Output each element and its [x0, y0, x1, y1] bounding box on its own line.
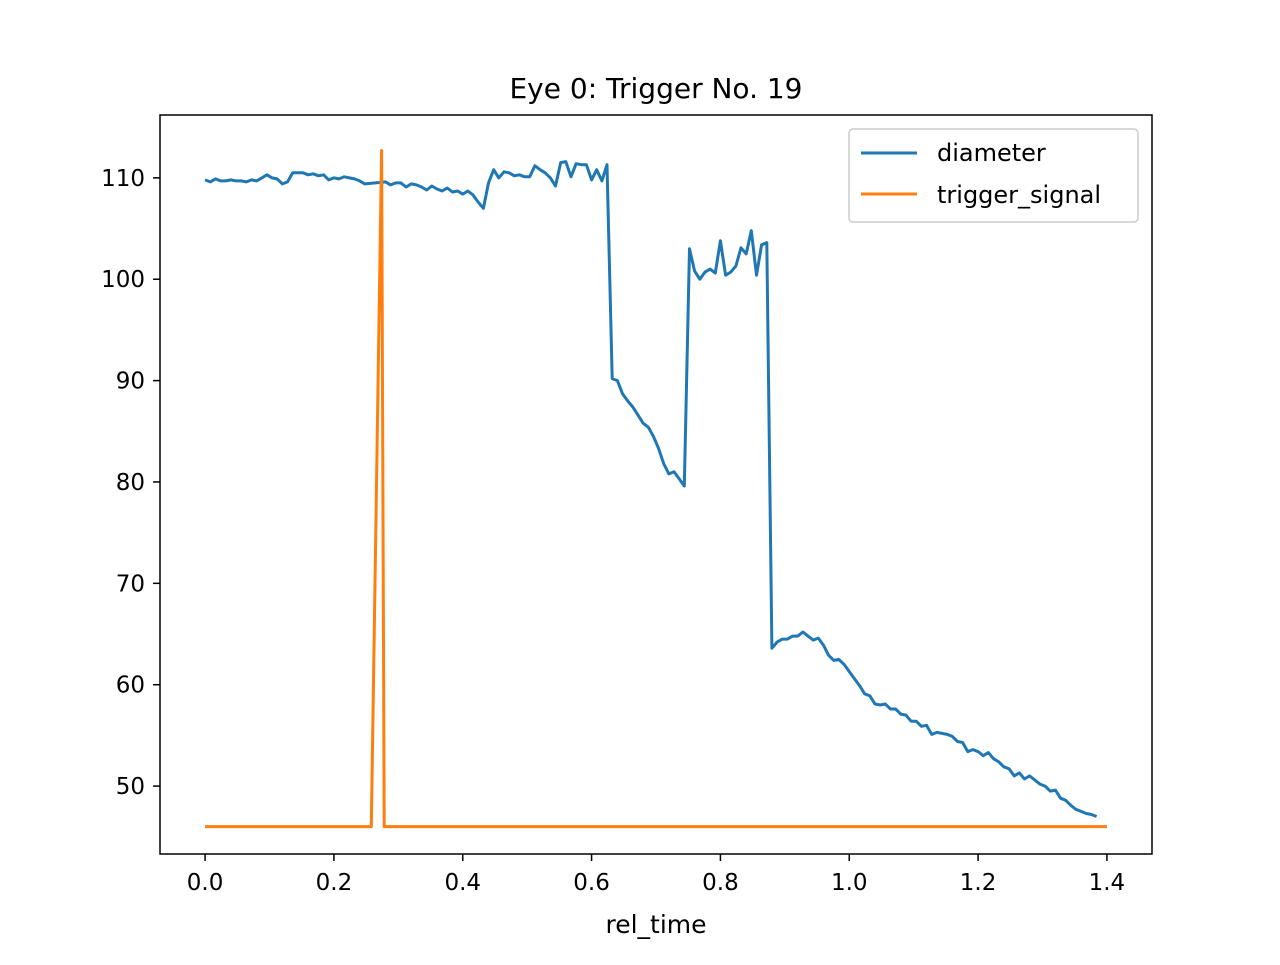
y-axis: 50 60 70 80 90 100 110 — [101, 166, 160, 800]
legend-box — [848, 128, 1139, 223]
x-tick-label: 0.8 — [702, 870, 739, 896]
legend-label-diameter: diameter — [937, 139, 1046, 167]
chart-title: Eye 0: Trigger No. 19 — [509, 72, 802, 105]
y-tick-label: 100 — [101, 267, 145, 293]
series-line-diameter — [204, 160, 1098, 818]
x-axis-label: rel_time — [605, 910, 706, 939]
y-tick-label: 50 — [116, 774, 145, 800]
y-tick-label: 80 — [116, 470, 145, 496]
y-tick-label: 90 — [116, 369, 145, 395]
legend-label-trigger-signal: trigger_signal — [937, 181, 1101, 209]
series-line-trigger-signal — [205, 149, 1107, 829]
y-tick-label: 60 — [116, 673, 145, 699]
x-tick-label: 0.2 — [316, 870, 353, 896]
y-tick-label: 110 — [101, 166, 145, 192]
x-tick-label: 1.0 — [831, 870, 868, 896]
y-tick-label: 70 — [116, 571, 145, 597]
x-tick-label: 0.6 — [573, 870, 610, 896]
plot-frame — [159, 114, 1153, 855]
x-axis: 0.0 0.2 0.4 0.6 0.8 1.0 1.2 1.4 — [187, 854, 1125, 896]
x-tick-label: 0.4 — [444, 870, 481, 896]
x-tick-label: 0.0 — [187, 870, 224, 896]
x-tick-label: 1.2 — [960, 870, 997, 896]
legend: diameter trigger_signal — [848, 128, 1139, 223]
series-layer — [204, 149, 1107, 829]
x-tick-label: 1.4 — [1089, 870, 1126, 896]
